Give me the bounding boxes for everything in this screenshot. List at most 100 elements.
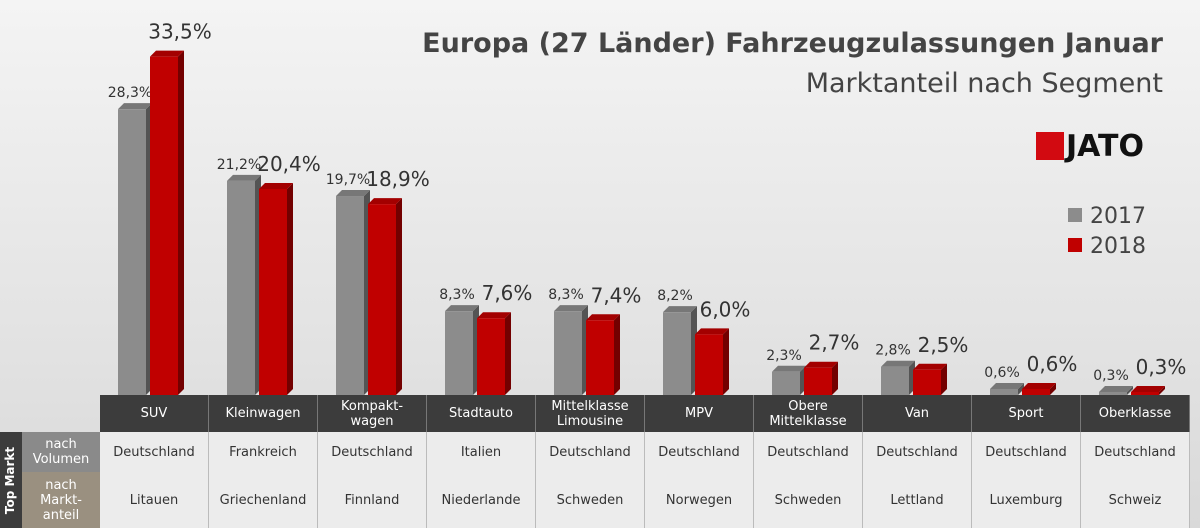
bar-top bbox=[477, 312, 511, 319]
bar bbox=[554, 311, 582, 395]
bar-top bbox=[1099, 385, 1133, 392]
bar-side bbox=[723, 328, 729, 395]
table-cell: Deutschland bbox=[754, 432, 863, 472]
value-label: 7,4% bbox=[591, 283, 642, 307]
bar-top bbox=[118, 103, 152, 110]
table-cell: Deutschland bbox=[100, 432, 209, 472]
value-label: 0,6% bbox=[1027, 352, 1078, 376]
legend-label: 2018 bbox=[1090, 234, 1146, 259]
bar-side bbox=[1127, 385, 1133, 395]
bar-top bbox=[772, 365, 806, 372]
bar-top bbox=[913, 363, 947, 370]
value-label: 2,3% bbox=[766, 348, 802, 364]
bar-top bbox=[259, 182, 293, 189]
legend-swatch bbox=[1068, 208, 1082, 222]
bar-top bbox=[150, 50, 184, 57]
table-cell: Deutschland bbox=[318, 432, 427, 472]
bar-top bbox=[336, 190, 370, 197]
table-cell: Deutschland bbox=[972, 432, 1081, 472]
bar bbox=[445, 311, 473, 395]
value-label: 18,9% bbox=[366, 167, 430, 191]
category-label: SUV bbox=[100, 395, 209, 432]
category-label: Oberklasse bbox=[1081, 395, 1190, 432]
table-cell: Finnland bbox=[318, 472, 427, 528]
bar bbox=[150, 56, 178, 396]
bar bbox=[1131, 391, 1159, 395]
table-cell: Italien bbox=[427, 432, 536, 472]
category-label: Kompakt- wagen bbox=[318, 395, 427, 432]
table-cell: Deutschland bbox=[1081, 432, 1190, 472]
value-label: 0,3% bbox=[1093, 368, 1129, 384]
value-label: 7,6% bbox=[482, 281, 533, 305]
bar-top bbox=[804, 361, 838, 368]
chart-subtitle: Marktanteil nach Segment bbox=[806, 68, 1163, 99]
bar bbox=[695, 334, 723, 395]
value-label: 0,3% bbox=[1136, 355, 1187, 379]
bar-side bbox=[832, 361, 838, 395]
side-cell: Top Markt bbox=[0, 432, 22, 528]
legend-label: 2017 bbox=[1090, 204, 1146, 229]
category-label: Stadtauto bbox=[427, 395, 536, 432]
table-cell: Norwegen bbox=[645, 472, 754, 528]
value-label: 8,3% bbox=[548, 287, 584, 303]
legend-swatch bbox=[1068, 238, 1082, 252]
category-label: Mittelklasse Limousine bbox=[536, 395, 645, 432]
logo: JATO bbox=[1036, 129, 1144, 164]
table-cell: Deutschland bbox=[863, 432, 972, 472]
bar-top bbox=[1131, 385, 1165, 392]
bar bbox=[804, 367, 832, 395]
table-cell: Luxemburg bbox=[972, 472, 1081, 528]
table-cell: Schweden bbox=[536, 472, 645, 528]
bar-side bbox=[614, 314, 620, 395]
category-label: Sport bbox=[972, 395, 1081, 432]
value-label: 2,7% bbox=[809, 331, 860, 355]
value-label: 8,2% bbox=[657, 288, 693, 304]
bar bbox=[118, 109, 146, 396]
chart-title: Europa (27 Länder) Fahrzeugzulassungen J… bbox=[422, 28, 1164, 59]
value-label: 21,2% bbox=[217, 157, 261, 173]
bar bbox=[663, 312, 691, 395]
bar-top bbox=[586, 314, 620, 321]
bar-side bbox=[396, 198, 402, 395]
table-cell: Griechenland bbox=[209, 472, 318, 528]
bar bbox=[477, 318, 505, 395]
row-label: nach Markt- anteil bbox=[22, 472, 100, 528]
table-cell: Lettland bbox=[863, 472, 972, 528]
value-label: 19,7% bbox=[326, 172, 370, 188]
bar bbox=[881, 366, 909, 395]
value-label: 33,5% bbox=[148, 20, 212, 44]
bar-top bbox=[227, 174, 261, 181]
bar bbox=[772, 371, 800, 395]
bar bbox=[913, 369, 941, 395]
bar-top bbox=[881, 360, 915, 367]
bar-side bbox=[941, 363, 947, 395]
table-cell: Niederlande bbox=[427, 472, 536, 528]
bar bbox=[368, 204, 396, 395]
bar bbox=[990, 388, 1018, 395]
bar bbox=[259, 188, 287, 395]
bar bbox=[1022, 388, 1050, 395]
value-label: 20,4% bbox=[257, 152, 321, 176]
bar-top bbox=[990, 382, 1024, 389]
bar-top bbox=[1022, 382, 1056, 389]
bar bbox=[1099, 391, 1127, 395]
category-label: Kleinwagen bbox=[209, 395, 318, 432]
bar-side bbox=[178, 50, 184, 396]
bar bbox=[227, 180, 255, 395]
bar-top bbox=[554, 305, 588, 312]
bar-top bbox=[695, 328, 729, 335]
bar-side bbox=[1159, 385, 1165, 395]
category-label: Obere Mittelklasse bbox=[754, 395, 863, 432]
table-cell: Litauen bbox=[100, 472, 209, 528]
bar-side bbox=[1050, 382, 1056, 395]
bar-top bbox=[445, 305, 479, 312]
value-label: 28,3% bbox=[108, 85, 152, 101]
category-label: Van bbox=[863, 395, 972, 432]
table-cell: Schweden bbox=[754, 472, 863, 528]
logo-text: JATO bbox=[1064, 129, 1144, 164]
value-label: 0,6% bbox=[984, 365, 1020, 381]
row-label: nach Volumen bbox=[22, 432, 100, 472]
bar bbox=[336, 196, 364, 395]
bar-top bbox=[368, 198, 402, 205]
